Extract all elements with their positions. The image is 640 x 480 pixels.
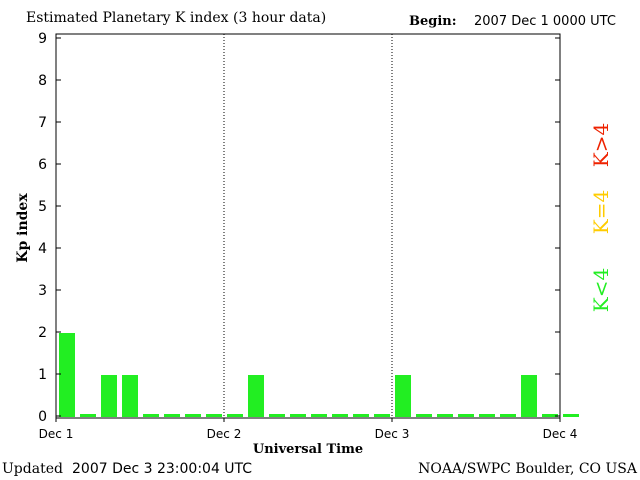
- x-ticks: Dec 1 Dec 2 Dec 3 Dec 4: [39, 418, 578, 441]
- updated-label: Updated: [2, 461, 63, 477]
- y-tick-label: 4: [38, 241, 47, 257]
- kp-bar: [269, 414, 285, 417]
- kp-bar: [395, 375, 411, 417]
- kp-bar: [458, 414, 474, 417]
- y-tick-label: 8: [38, 73, 47, 89]
- kp-bar: [521, 375, 537, 417]
- x-tick-label: Dec 2: [207, 427, 242, 441]
- y-axis-label: Kp index: [15, 193, 31, 263]
- y-tick-label: 9: [38, 31, 47, 47]
- kp-bar: [248, 375, 264, 417]
- kp-bar: [122, 375, 138, 417]
- kp-bar: [227, 414, 243, 417]
- y-tick-label: 2: [38, 325, 47, 341]
- kp-bar: [206, 414, 222, 417]
- kp-bar: [542, 414, 558, 417]
- legend-item: K>4: [589, 122, 613, 168]
- y-tick-label: 0: [38, 409, 47, 425]
- kp-bar: [80, 414, 96, 417]
- chart-title: Estimated Planetary K index (3 hour data…: [26, 10, 327, 26]
- kp-bar: [59, 333, 75, 417]
- y-ticks: 0 1 2 3 4 5 6 7 8 9: [38, 31, 560, 425]
- kp-bar: [143, 414, 159, 417]
- x-tick-label: Dec 4: [543, 427, 578, 441]
- legend-item: K<4: [589, 267, 613, 313]
- credit-text: NOAA/SWPC Boulder, CO USA: [418, 461, 637, 477]
- kp-bar: [185, 414, 201, 417]
- x-tick-label: Dec 1: [39, 427, 74, 441]
- y-tick-label: 7: [38, 115, 47, 131]
- kp-bar: [332, 414, 348, 417]
- kp-bar: [290, 414, 306, 417]
- kp-bar: [437, 414, 453, 417]
- day-dividers: [223, 34, 393, 418]
- kp-bar: [479, 414, 495, 417]
- kp-bar: [500, 414, 516, 417]
- y-tick-label: 6: [38, 157, 47, 173]
- kp-bar: [416, 414, 432, 417]
- plot-frame: [55, 33, 561, 419]
- x-axis-label: Universal Time: [253, 442, 363, 457]
- y-tick-label: 5: [38, 199, 47, 215]
- updated-value: 2007 Dec 3 23:00:04 UTC: [72, 461, 253, 477]
- kp-bar: [101, 375, 117, 417]
- bars-layer: [59, 333, 579, 417]
- kp-bar: [353, 414, 369, 417]
- kp-bar: [164, 414, 180, 417]
- y-tick-label: 1: [38, 367, 47, 383]
- y-tick-label: 3: [38, 283, 47, 299]
- kp-bar: [311, 414, 327, 417]
- x-tick-label: Dec 3: [375, 427, 410, 441]
- kp-bar: [563, 414, 579, 417]
- begin-label: Begin:: [409, 14, 457, 29]
- begin-value: 2007 Dec 1 0000 UTC: [474, 14, 616, 29]
- kp-bar: [374, 414, 390, 417]
